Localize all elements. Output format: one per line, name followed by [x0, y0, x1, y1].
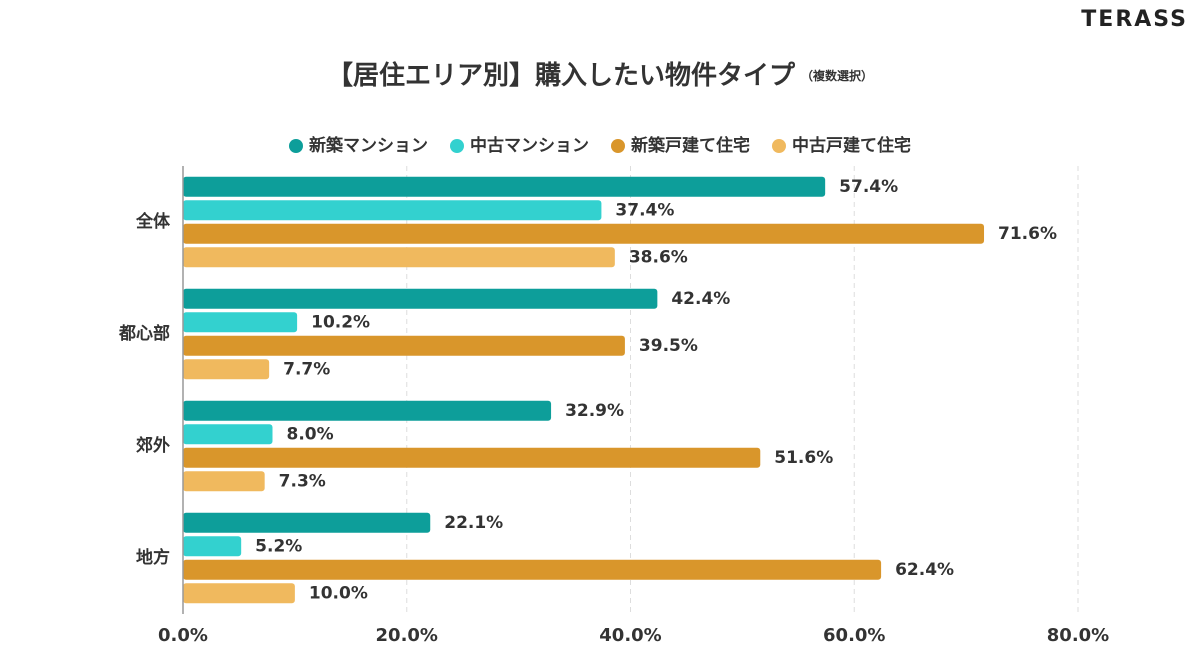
x-tick-label: 40.0%: [599, 625, 661, 646]
value-label: 51.6%: [774, 448, 833, 468]
bar: [183, 312, 298, 333]
x-tick-label: 0.0%: [158, 625, 208, 646]
bar: [183, 359, 270, 380]
y-tick-label: 郊外: [136, 435, 170, 456]
legend-label: 新築戸建て住宅: [631, 135, 750, 156]
bar: [183, 200, 602, 221]
legend-swatch: [450, 139, 464, 153]
value-label: 10.2%: [311, 312, 370, 332]
legend-swatch: [289, 139, 303, 153]
x-tick-label: 80.0%: [1047, 625, 1109, 646]
bar: [183, 424, 273, 445]
value-label: 5.2%: [255, 536, 302, 556]
bar: [183, 400, 552, 421]
bar: [183, 471, 265, 492]
bar: [183, 288, 658, 309]
brand-logo: TERASS: [1081, 7, 1188, 32]
y-tick-label: 全体: [135, 211, 171, 232]
bar: [183, 559, 882, 580]
value-label: 38.6%: [629, 247, 688, 267]
value-label: 7.3%: [279, 471, 326, 491]
bar: [183, 583, 295, 604]
value-label: 7.7%: [283, 359, 330, 379]
bar: [183, 512, 431, 533]
bar: [183, 335, 625, 356]
x-tick-label: 60.0%: [823, 625, 885, 646]
value-label: 71.6%: [998, 224, 1057, 244]
value-label: 10.0%: [309, 583, 368, 603]
bar: [183, 247, 615, 268]
legend-label: 中古戸建て住宅: [792, 135, 911, 156]
value-label: 42.4%: [671, 289, 730, 309]
chart-subtitle: （複数選択）: [801, 68, 873, 83]
legend-label: 中古マンション: [470, 135, 589, 156]
value-label: 37.4%: [615, 200, 674, 220]
value-label: 57.4%: [839, 177, 898, 197]
legend-swatch: [611, 139, 625, 153]
bar: [183, 223, 985, 244]
y-tick-label: 都心部: [118, 323, 170, 344]
bar: [183, 176, 826, 197]
chart-title: 【居住エリア別】購入したい物件タイプ: [327, 60, 796, 91]
legend-swatch: [772, 139, 786, 153]
legend-label: 新築マンション: [309, 135, 428, 156]
y-tick-label: 地方: [136, 547, 170, 568]
x-tick-label: 20.0%: [376, 625, 438, 646]
legend: 新築マンション 中古マンション 新築戸建て住宅 中古戸建て住宅: [289, 135, 911, 156]
value-label: 62.4%: [895, 560, 954, 580]
value-label: 39.5%: [639, 336, 698, 356]
value-label: 8.0%: [287, 424, 334, 444]
value-label: 22.1%: [444, 513, 503, 533]
bar: [183, 536, 242, 557]
value-label: 32.9%: [565, 401, 624, 421]
chart-title-group: 【居住エリア別】購入したい物件タイプ （複数選択）: [327, 60, 873, 91]
bar: [183, 447, 761, 468]
